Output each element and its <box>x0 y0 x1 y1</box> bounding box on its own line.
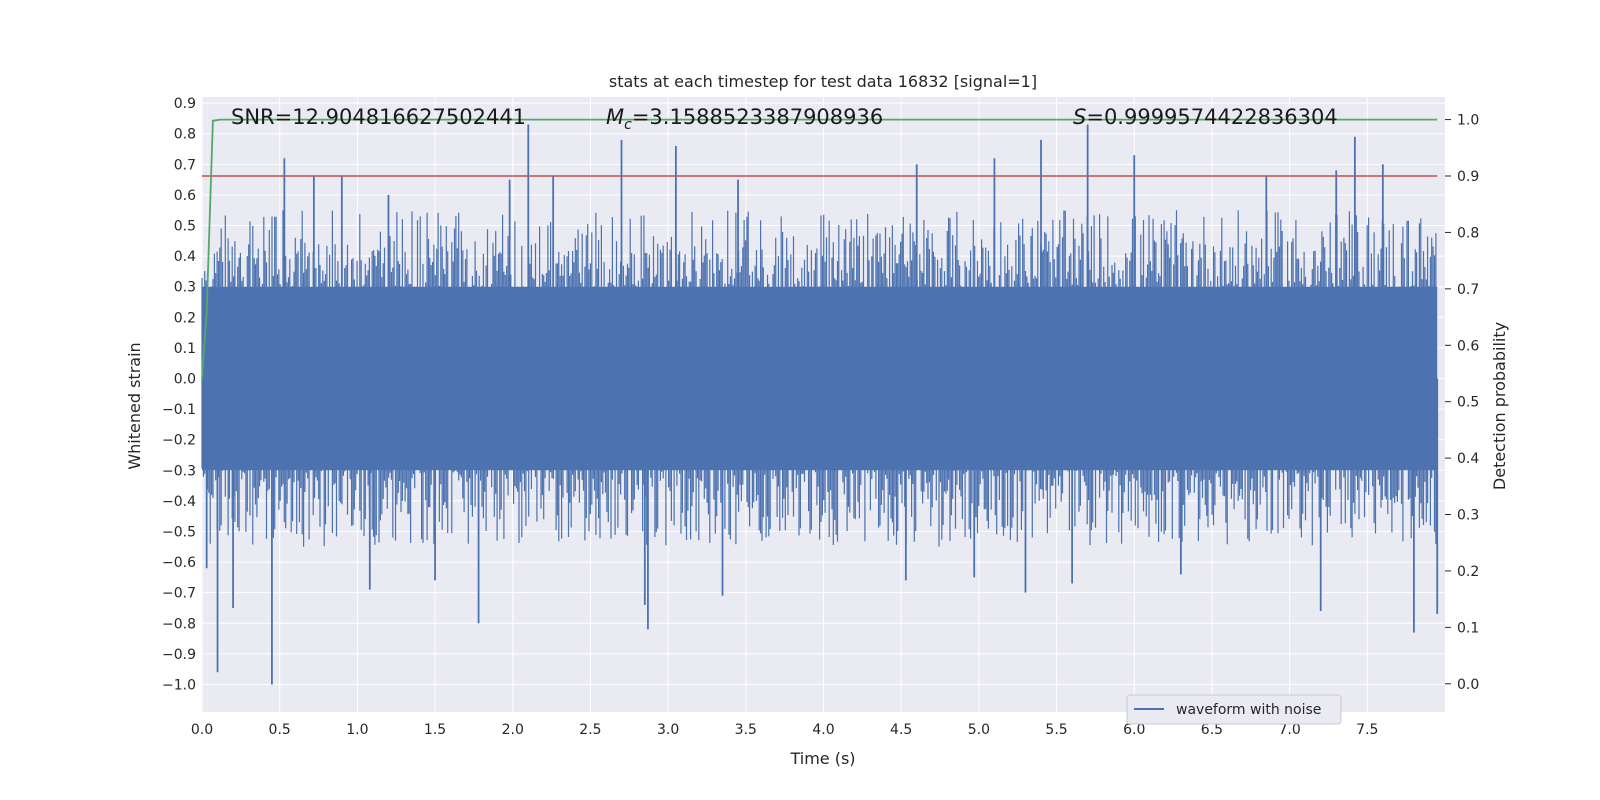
y2-tick-label: 1.0 <box>1457 113 1479 129</box>
y2-tick-label: 0.4 <box>1457 451 1479 467</box>
y-tick-label: −0.3 <box>162 463 196 479</box>
x-tick-label: 2.0 <box>502 722 524 738</box>
x-tick-label: 0.5 <box>269 722 291 738</box>
y-tick-label: 0.3 <box>174 280 196 296</box>
y-tick-label: −0.8 <box>162 616 196 632</box>
y2-tick-label: 0.1 <box>1457 620 1479 636</box>
y-tick-label: 0.6 <box>174 188 196 204</box>
y-tick-label: −1.0 <box>162 677 196 693</box>
x-tick-label: 4.0 <box>812 722 834 738</box>
x-tick-label: 5.0 <box>968 722 990 738</box>
y-tick-label: −0.2 <box>162 433 196 449</box>
snr-annotation: SNR=12.904816627502441 <box>231 105 526 129</box>
x-tick-label: 4.5 <box>890 722 912 738</box>
y-tick-label: −0.4 <box>162 494 196 510</box>
y-tick-label: −0.6 <box>162 555 196 571</box>
x-tick-label: 6.0 <box>1123 722 1145 738</box>
x-tick-label: 1.5 <box>424 722 446 738</box>
y-axis-left: 0.9 0.8 0.7 0.6 0.5 0.4 0.3 0.2 0.1 0.0 −0.1 −0.2 −0… <box>162 96 196 693</box>
mc-annotation: Mc=3.1588523387908936 <box>606 105 883 133</box>
x-tick-label: 1.0 <box>346 722 368 738</box>
y-tick-label: −0.1 <box>162 402 196 418</box>
y-tick-label: 0.5 <box>174 219 196 235</box>
y-tick-label: 0.8 <box>174 127 196 143</box>
y-axis-right: 1.0 0.9 0.8 0.7 0.6 0.5 0.4 0.3 0.2 0.1 0.0 <box>1445 113 1479 693</box>
x-tick-label: 3.5 <box>735 722 757 738</box>
legend: waveform with noise <box>1126 694 1342 725</box>
y2-tick-label: 0.2 <box>1457 564 1479 580</box>
legend-label-waveform: waveform with noise <box>1176 702 1321 718</box>
chart-title: stats at each timestep for test data 168… <box>609 72 1037 91</box>
y-tick-label: −0.7 <box>162 586 196 602</box>
x-axis: 0.0 0.5 1.0 1.5 2.0 2.5 3.0 3.5 4.0 4.5 5.0 5.5 6.0 6… <box>191 722 1379 738</box>
x-tick-label: 7.0 <box>1278 722 1300 738</box>
x-tick-label: 7.5 <box>1356 722 1378 738</box>
y2-tick-label: 0.0 <box>1457 677 1479 693</box>
y2-tick-label: 0.5 <box>1457 395 1479 411</box>
y-tick-label: 0.9 <box>174 96 196 112</box>
x-tick-label: 5.5 <box>1045 722 1067 738</box>
y-tick-label: −0.5 <box>162 524 196 540</box>
legend-box <box>1126 694 1342 725</box>
x-tick-label: 2.5 <box>579 722 601 738</box>
plot-area <box>201 118 1439 685</box>
x-axis-label: Time (s) <box>789 749 855 768</box>
y2-tick-label: 0.6 <box>1457 338 1479 354</box>
y-tick-label: 0.0 <box>174 371 196 387</box>
y2-axis-label: Detection probability <box>1490 322 1509 490</box>
x-tick-label: 6.5 <box>1201 722 1223 738</box>
y-tick-label: 0.1 <box>174 341 196 357</box>
y2-tick-label: 0.9 <box>1457 169 1479 185</box>
s-annotation: S=0.9999574422836304 <box>1073 105 1338 129</box>
y-tick-label: 0.7 <box>174 157 196 173</box>
y-tick-label: 0.4 <box>174 249 196 265</box>
y2-tick-label: 0.3 <box>1457 508 1479 524</box>
y-axis-label: Whitened strain <box>125 342 144 469</box>
y2-tick-label: 0.7 <box>1457 282 1479 298</box>
probability-line <box>201 118 1438 380</box>
y-tick-label: −0.9 <box>162 647 196 663</box>
y-tick-label: 0.2 <box>174 310 196 326</box>
y2-tick-label: 0.8 <box>1457 225 1479 241</box>
x-tick-label: 3.0 <box>657 722 679 738</box>
x-tick-label: 0.0 <box>191 722 213 738</box>
